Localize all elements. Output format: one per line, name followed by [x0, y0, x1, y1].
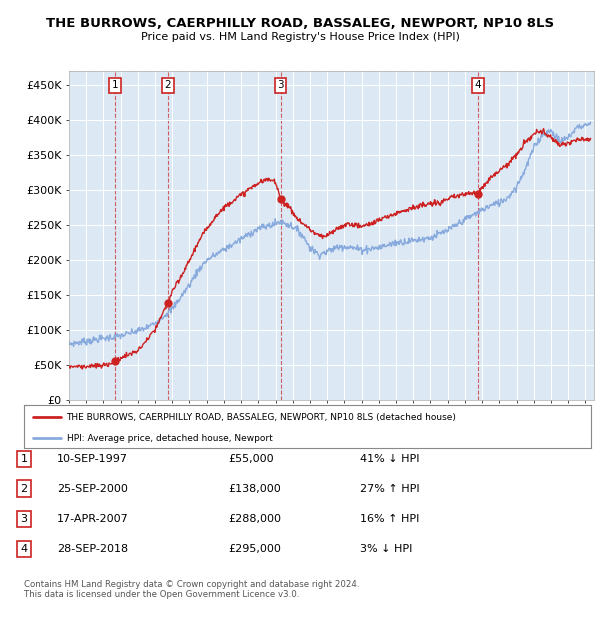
Text: 1: 1 [20, 454, 28, 464]
Text: £288,000: £288,000 [228, 514, 281, 524]
Text: 27% ↑ HPI: 27% ↑ HPI [360, 484, 419, 494]
Text: 2: 2 [20, 484, 28, 494]
Text: 3: 3 [277, 80, 284, 91]
Text: 17-APR-2007: 17-APR-2007 [57, 514, 129, 524]
Text: 1: 1 [112, 80, 119, 91]
Text: 41% ↓ HPI: 41% ↓ HPI [360, 454, 419, 464]
Text: 3: 3 [20, 514, 28, 524]
Text: HPI: Average price, detached house, Newport: HPI: Average price, detached house, Newp… [67, 434, 272, 443]
Text: 25-SEP-2000: 25-SEP-2000 [57, 484, 128, 494]
Text: 2: 2 [164, 80, 171, 91]
Text: 4: 4 [475, 80, 481, 91]
Text: THE BURROWS, CAERPHILLY ROAD, BASSALEG, NEWPORT, NP10 8LS (detached house): THE BURROWS, CAERPHILLY ROAD, BASSALEG, … [67, 413, 457, 422]
Text: 4: 4 [20, 544, 28, 554]
Text: £55,000: £55,000 [228, 454, 274, 464]
Text: 10-SEP-1997: 10-SEP-1997 [57, 454, 128, 464]
Text: 16% ↑ HPI: 16% ↑ HPI [360, 514, 419, 524]
Text: £295,000: £295,000 [228, 544, 281, 554]
Text: Contains HM Land Registry data © Crown copyright and database right 2024.
This d: Contains HM Land Registry data © Crown c… [24, 580, 359, 599]
Text: THE BURROWS, CAERPHILLY ROAD, BASSALEG, NEWPORT, NP10 8LS: THE BURROWS, CAERPHILLY ROAD, BASSALEG, … [46, 17, 554, 30]
Text: £138,000: £138,000 [228, 484, 281, 494]
Text: Price paid vs. HM Land Registry's House Price Index (HPI): Price paid vs. HM Land Registry's House … [140, 32, 460, 42]
Text: 28-SEP-2018: 28-SEP-2018 [57, 544, 128, 554]
Text: 3% ↓ HPI: 3% ↓ HPI [360, 544, 412, 554]
